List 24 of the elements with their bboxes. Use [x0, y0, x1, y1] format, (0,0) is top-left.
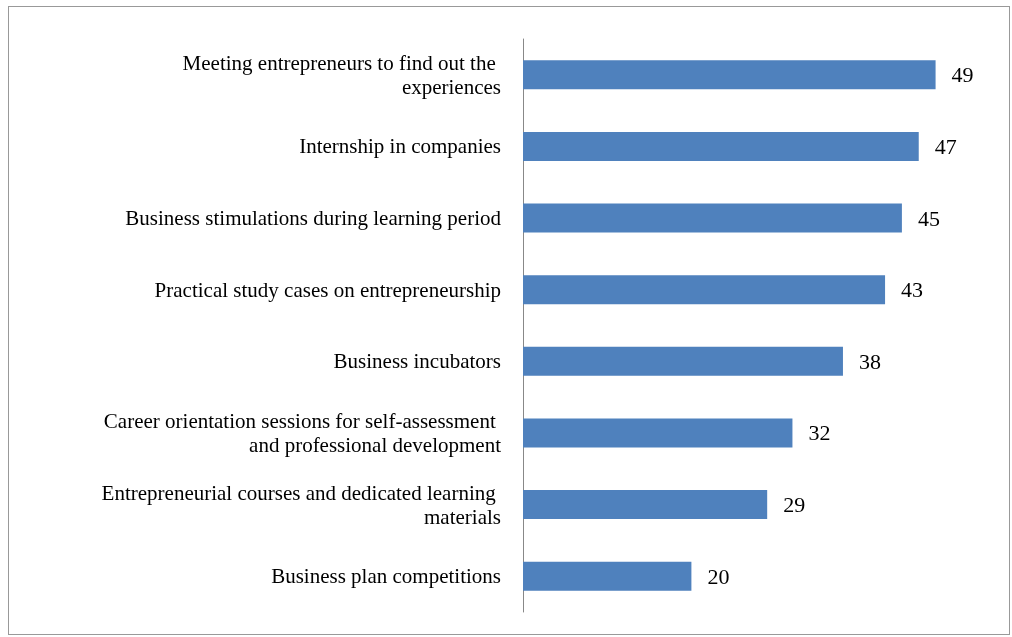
data-label: 29 — [783, 492, 806, 518]
data-label: 47 — [934, 133, 957, 159]
data-label: 32 — [808, 420, 831, 446]
data-label: 38 — [858, 348, 881, 374]
data-label: 43 — [901, 277, 924, 303]
y-tick-label: Business plan competitions — [271, 564, 501, 589]
y-tick-label: Meeting entrepreneurs to find out the experiences — [182, 50, 501, 99]
bar — [523, 561, 692, 591]
y-tick-label: Internship in companies — [299, 134, 501, 159]
data-label: 20 — [707, 563, 730, 589]
y-tick-label: Career orientation sessions for self-assessment and professional development — [103, 408, 502, 457]
data-label: 45 — [917, 205, 940, 231]
y-tick-label: Entrepreneurial courses and dedicated learning materials — [101, 480, 501, 529]
bar — [523, 418, 793, 448]
y-tick-label: Practical study cases on entrepreneurship — [154, 277, 501, 302]
bar — [523, 275, 886, 305]
bar — [523, 490, 768, 520]
bar — [523, 131, 919, 161]
bar — [523, 60, 936, 90]
bar — [523, 203, 902, 233]
y-tick-label: Business stimulations during learning period — [125, 206, 502, 231]
y-tick-label: Business incubators — [333, 349, 501, 374]
bar — [523, 346, 843, 376]
data-label: 49 — [951, 62, 974, 88]
